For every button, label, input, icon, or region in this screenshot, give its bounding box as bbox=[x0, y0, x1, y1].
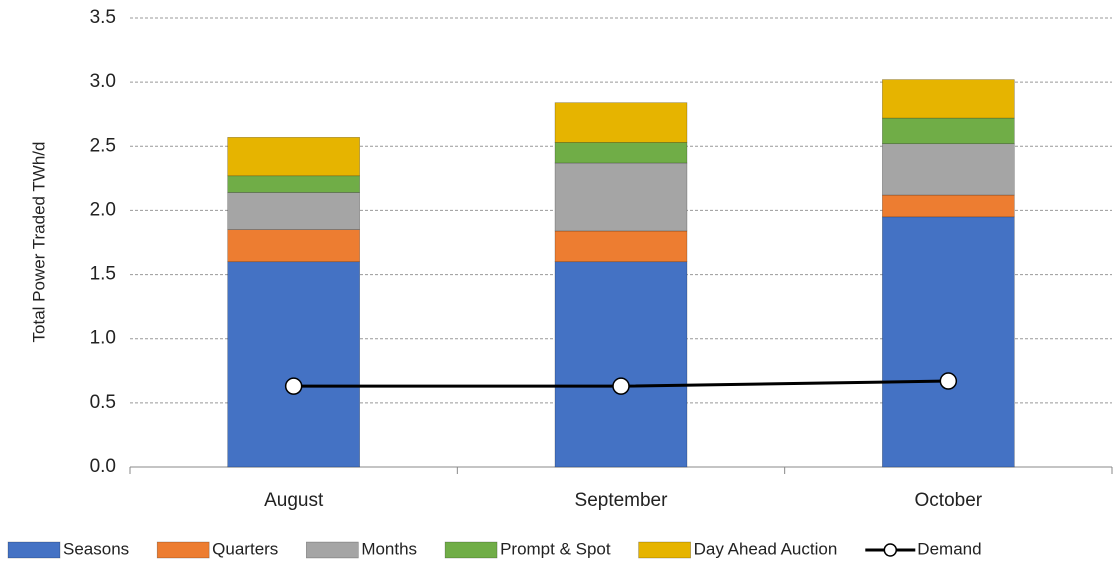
legend-swatch bbox=[156, 541, 210, 559]
legend-label: Months bbox=[361, 539, 417, 558]
legend-label: Quarters bbox=[212, 539, 278, 558]
x-tick-label: August bbox=[264, 490, 324, 511]
y-tick-label: 3.0 bbox=[90, 71, 116, 92]
legend-swatch bbox=[444, 541, 498, 559]
bar-segment bbox=[554, 162, 688, 232]
y-tick-label: 1.5 bbox=[90, 264, 116, 285]
bar-segment bbox=[882, 117, 1015, 145]
y-tick-label: 1.0 bbox=[90, 328, 116, 349]
legend-swatch bbox=[306, 541, 359, 559]
legend-swatch bbox=[638, 541, 691, 559]
bar-segment bbox=[882, 194, 1015, 218]
bar-segment bbox=[882, 216, 1015, 468]
x-tick-label: September bbox=[575, 490, 669, 511]
bar-segment bbox=[227, 261, 360, 468]
y-tick-label: 2.5 bbox=[90, 135, 116, 156]
x-tick-label: October bbox=[915, 490, 983, 511]
bar-segment bbox=[227, 137, 360, 177]
legend-marker bbox=[883, 543, 898, 557]
y-tick-label: 3.5 bbox=[90, 7, 116, 28]
bar-segment bbox=[554, 102, 688, 143]
line-marker bbox=[939, 372, 958, 390]
bar-segment bbox=[227, 192, 360, 230]
bar-segment bbox=[882, 143, 1015, 196]
legend-label: Day Ahead Auction bbox=[694, 539, 838, 558]
bar-segment bbox=[227, 229, 360, 263]
line-marker bbox=[612, 377, 630, 395]
y-axis-label: Total Power Traded TWh/d bbox=[29, 142, 48, 343]
bar-segment bbox=[882, 79, 1015, 119]
line-marker bbox=[284, 377, 303, 395]
bar-segment bbox=[554, 261, 688, 468]
y-tick-label: 0.5 bbox=[90, 392, 116, 413]
bar-segment bbox=[554, 142, 688, 164]
legend-label: Prompt & Spot bbox=[500, 539, 611, 558]
legend-swatch bbox=[7, 541, 61, 559]
y-tick-label: 2.0 bbox=[90, 199, 116, 220]
y-tick-label: 0.0 bbox=[90, 456, 116, 477]
legend-label: Seasons bbox=[63, 539, 129, 558]
bar-segment bbox=[227, 175, 360, 193]
bar-segment bbox=[554, 230, 688, 263]
legend-label: Demand bbox=[917, 539, 981, 558]
